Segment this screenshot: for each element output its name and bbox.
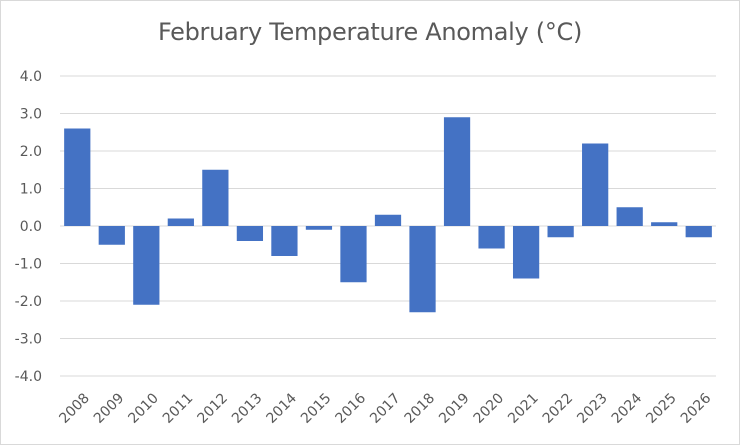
bar-2009 — [98, 226, 125, 245]
x-tick-label: 2026 — [678, 390, 715, 427]
y-tick-label: 4.0 — [20, 69, 42, 85]
bar-2010 — [133, 226, 160, 305]
y-tick-label: 0.0 — [20, 219, 42, 235]
bar-2022 — [547, 226, 574, 238]
x-axis-ticks: 2008200920102011201220132014201520162017… — [56, 390, 714, 427]
x-tick-label: 2011 — [160, 390, 197, 427]
x-tick-label: 2008 — [56, 390, 93, 427]
bar-2011 — [167, 218, 194, 226]
y-tick-label: -3.0 — [15, 332, 42, 348]
bar-2024 — [616, 207, 643, 226]
bars — [64, 117, 712, 313]
x-tick-label: 2013 — [229, 390, 266, 427]
bar-2016 — [340, 226, 367, 283]
y-tick-label: 3.0 — [20, 107, 42, 123]
bar-2025 — [651, 222, 678, 226]
y-tick-label: 1.0 — [20, 182, 42, 198]
x-tick-label: 2015 — [298, 390, 335, 427]
y-tick-label: -4.0 — [15, 369, 42, 385]
bar-2012 — [202, 169, 229, 226]
chart-title: February Temperature Anomaly (°C) — [157, 18, 583, 46]
bar-2019 — [443, 117, 471, 226]
y-tick-label: 2.0 — [20, 144, 42, 160]
y-axis-ticks: 4.0 3.0 2.0 1.0 0.0 -1.0 -2.0 -3.0 -4.0 — [15, 69, 42, 385]
bar-2014 — [271, 226, 298, 256]
bar-2020 — [478, 226, 505, 249]
y-tick-label: -1.0 — [15, 257, 42, 273]
x-tick-label: 2021 — [505, 390, 542, 427]
x-tick-label: 2024 — [609, 390, 646, 427]
x-tick-label: 2012 — [194, 390, 231, 427]
x-tick-label: 2019 — [436, 390, 473, 427]
x-tick-label: 2009 — [91, 390, 128, 427]
bar-2013 — [236, 226, 264, 241]
x-tick-label: 2022 — [540, 390, 577, 427]
bar-2017 — [374, 214, 402, 226]
x-tick-label: 2020 — [471, 390, 508, 427]
bar-2023 — [582, 143, 609, 226]
bar-2008 — [64, 128, 91, 226]
bar-2015 — [305, 226, 333, 230]
y-tick-label: -2.0 — [15, 294, 42, 310]
x-tick-label: 2017 — [367, 390, 404, 427]
bar-2026 — [685, 226, 712, 238]
x-tick-label: 2010 — [125, 390, 162, 427]
x-tick-label: 2025 — [643, 390, 680, 427]
x-tick-label: 2014 — [264, 390, 301, 427]
x-tick-label: 2016 — [333, 390, 370, 427]
bar-2018 — [409, 226, 436, 313]
x-tick-label: 2023 — [574, 390, 611, 427]
bar-2021 — [512, 226, 540, 279]
x-tick-label: 2018 — [402, 390, 439, 427]
